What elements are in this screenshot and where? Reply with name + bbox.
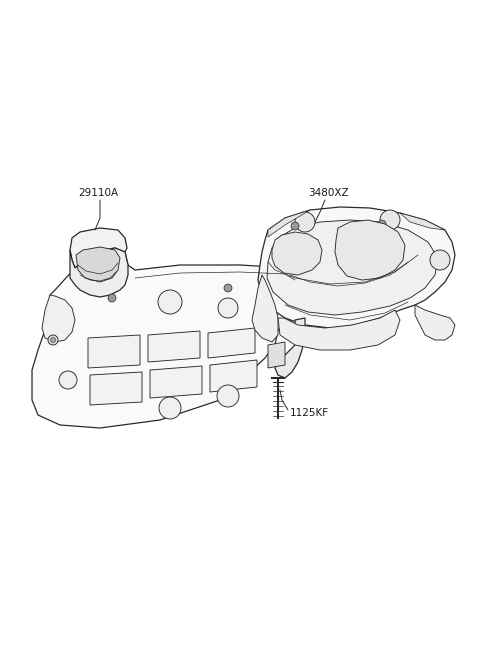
Circle shape xyxy=(430,250,450,270)
Circle shape xyxy=(224,284,232,292)
Polygon shape xyxy=(90,372,142,405)
Polygon shape xyxy=(275,318,305,378)
Circle shape xyxy=(291,222,299,230)
Circle shape xyxy=(295,212,315,232)
Polygon shape xyxy=(258,207,455,328)
Text: 1125KF: 1125KF xyxy=(290,408,329,418)
Polygon shape xyxy=(148,331,200,362)
Circle shape xyxy=(59,371,77,389)
Text: 29110A: 29110A xyxy=(78,188,118,198)
Polygon shape xyxy=(335,220,405,280)
Polygon shape xyxy=(268,210,310,237)
Polygon shape xyxy=(268,342,285,368)
Polygon shape xyxy=(210,360,257,392)
Circle shape xyxy=(108,294,116,302)
Polygon shape xyxy=(415,305,455,340)
Polygon shape xyxy=(70,228,127,268)
Polygon shape xyxy=(76,247,120,282)
Circle shape xyxy=(380,210,400,230)
Polygon shape xyxy=(252,275,278,342)
Circle shape xyxy=(218,298,238,318)
Polygon shape xyxy=(267,220,438,315)
Polygon shape xyxy=(70,248,128,297)
Polygon shape xyxy=(278,310,400,350)
Circle shape xyxy=(159,397,181,419)
Circle shape xyxy=(266,301,274,309)
Circle shape xyxy=(50,337,56,342)
Circle shape xyxy=(217,385,239,407)
Polygon shape xyxy=(42,295,75,342)
Text: 3480XZ: 3480XZ xyxy=(308,188,348,198)
Circle shape xyxy=(48,335,58,345)
Polygon shape xyxy=(32,248,305,428)
Polygon shape xyxy=(208,328,255,358)
Circle shape xyxy=(378,220,386,228)
Polygon shape xyxy=(150,366,202,398)
Polygon shape xyxy=(88,335,140,368)
Polygon shape xyxy=(400,213,445,230)
Polygon shape xyxy=(272,232,322,275)
Circle shape xyxy=(158,290,182,314)
